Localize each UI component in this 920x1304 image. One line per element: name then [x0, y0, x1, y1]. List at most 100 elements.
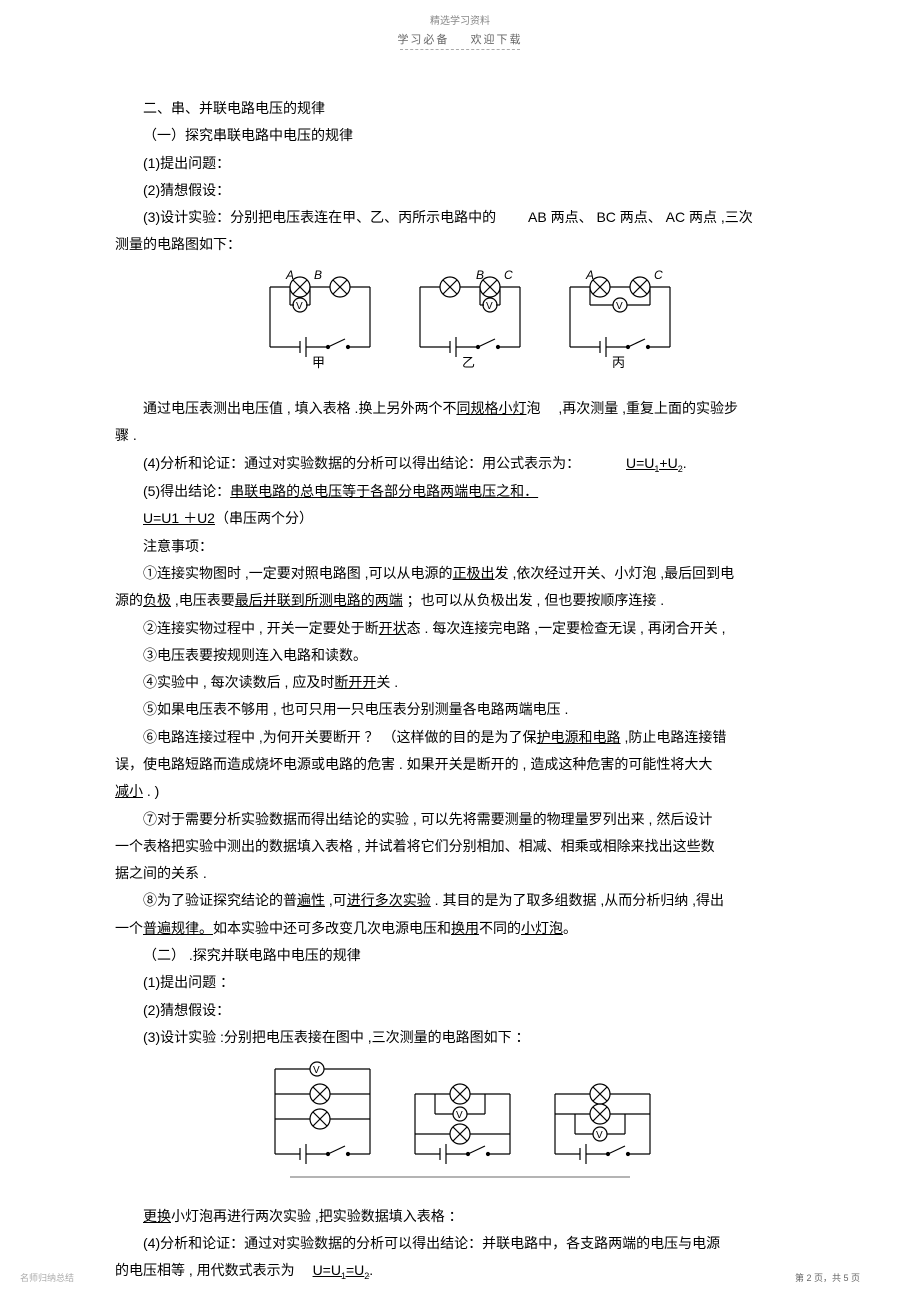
n1g: 最后并联到所测电路的两端 [235, 592, 403, 608]
q3a: (3)设计实验：分别把电压表连在甲、乙、丙所示电路中的 [143, 209, 496, 225]
n8b: 遍性 [297, 892, 325, 908]
n2b: 开状 [379, 620, 407, 636]
n2a: ②连接实物过程中 , 开关一定要处于断 [143, 620, 379, 636]
n4a: ④实验中 , 每次读数后 , 应及时 [143, 674, 334, 690]
sub-header: 学习必备 欢迎下载 [0, 27, 920, 49]
n8g: 普遍规律。 [143, 920, 213, 936]
svg-text:B: B [314, 268, 322, 282]
series-circuit-diagram: A B V [115, 259, 805, 395]
n6e: 减小 [115, 783, 143, 799]
footer-right: 第 2 页，共 5 页 [795, 1271, 860, 1284]
n1h: ；也可以从负极出发 , 但也要按顺序连接 . [403, 592, 664, 608]
n1d: 源的 [115, 592, 143, 608]
n4b: 断开开 [334, 674, 376, 690]
n6-line3: 减小 . ) [115, 778, 805, 805]
sub-header-right: 欢迎下载 [471, 34, 523, 46]
ad1b: , 填入表格 .换上另外两个不 [287, 400, 457, 416]
part1-title: （一）探究串联电路中电压的规律 [115, 122, 805, 149]
n1c: 发 ,依次经过开关、小灯泡 ,最后回到电 [495, 565, 735, 581]
n8h: 如本实验中还可多改变几次电源电压和 [213, 920, 451, 936]
n8i: 换用 [451, 920, 479, 936]
n8k: 小灯泡 [521, 920, 563, 936]
n8a: ⑧为了验证探究结论的普 [143, 892, 297, 908]
top-header: 精选学习资料 [0, 0, 920, 27]
footer-left: 名师归纳总结 [20, 1271, 74, 1284]
svg-text:C: C [654, 268, 663, 282]
p2-q3: (3)设计实验 :分别把电压表接在图中 ,三次测量的电路图如下 ： [115, 1024, 805, 1051]
n8: ⑧为了验证探究结论的普遍性 ,可进行多次实验 . 其目的是为了取多组数据 ,从而… [115, 887, 805, 914]
fline: U=U1 ＋U2 [143, 510, 215, 526]
n8f: 一个 [115, 920, 143, 936]
n8-line2: 一个普遍规律。如本实验中还可多改变几次电源电压和换用不同的小灯泡。 [115, 915, 805, 942]
q1: (1)提出问题： [115, 150, 805, 177]
p2q4b: 的电压相等 , 用代数式表示为 [115, 1262, 295, 1278]
p2-q1: (1)提出问题 ： [115, 969, 805, 996]
n1-line2: 源的负极 ,电压表要最后并联到所测电路的两端 ；也可以从负极出发 , 但也要按顺… [115, 587, 805, 614]
n1f: ,电压表要 [171, 592, 235, 608]
n1a: ①连接实物图时 ,一定要对照电路图 ,可以从电源的 [143, 565, 453, 581]
q3: (3)设计实验：分别把电压表连在甲、乙、丙所示电路中的 AB 两点、 BC 两点… [115, 204, 805, 231]
part2-title: （二） .探究并联电路中电压的规律 [115, 942, 805, 969]
n4: ④实验中 , 每次读数后 , 应及时断开开关 . [115, 669, 805, 696]
ad1a: 通过电压表测出电压值 [143, 400, 283, 416]
p2-q4-formula: U=U1=U2 [313, 1262, 370, 1278]
q4-formula: U=U1+U2 [626, 455, 683, 471]
n3: ③电压表要按规则连入电路和读数。 [115, 642, 805, 669]
p2-after: 更换小灯泡再进行两次实验 ,把实验数据填入表格 ： [115, 1203, 805, 1230]
fnote: （串压两个分） [215, 510, 313, 526]
n6d: 误，使电路短路而造成烧坏电源或电路的危害 . 如果开关是断开的 , 造成这种危害… [115, 751, 805, 778]
q4dot: . [683, 455, 687, 471]
n7b: 一个表格把实验中测出的数据填入表格 , 并试着将它们分别相加、相减、相乘或相除来… [115, 833, 805, 860]
q5: (5)得出结论：串联电路的总电压等于各部分电路两端电压之和． [115, 478, 805, 505]
parallel-circuit-diagram: V [115, 1051, 805, 1202]
p2aa: 更换 [143, 1208, 171, 1224]
p2-q4a: (4)分析和论证：通过对实验数据的分析可以得出结论：并联电路中，各支路两端的电压… [115, 1230, 805, 1257]
q3b: AB 两点、 BC 两点、 AC 两点 ,三次 [528, 209, 753, 225]
n1e: 负极 [143, 592, 171, 608]
ad1d: 泡 [526, 400, 540, 416]
svg-text:甲: 甲 [312, 355, 325, 370]
svg-text:V: V [596, 1130, 603, 1141]
n8e: . 其目的是为了取多组数据 ,从而分析归纳 ,得出 [431, 892, 724, 908]
ad1f: 骤 . [115, 422, 805, 449]
svg-text:B: B [476, 268, 484, 282]
q3c: 测量的电路图如下： [115, 231, 805, 258]
q2: (2)猜想假设： [115, 177, 805, 204]
n1b: 正极出 [453, 565, 495, 581]
svg-text:V: V [313, 1065, 320, 1076]
p2q4dot: . [369, 1262, 373, 1278]
n6c: ,防止电路连接错 [621, 729, 727, 745]
q5b: 串联电路的总电压等于各部分电路两端电压之和． [230, 483, 538, 499]
n6f: . ) [143, 783, 159, 799]
n7a: ⑦对于需要分析实验数据而得出结论的实验 , 可以先将需要测量的物理量罗列出来 ,… [115, 806, 805, 833]
svg-text:C: C [504, 268, 513, 282]
svg-text:V: V [486, 301, 493, 312]
main-content: 二、串、并联电路电压的规律 （一）探究串联电路中电压的规律 (1)提出问题： (… [0, 60, 920, 1285]
p2-q4b: 的电压相等 , 用代数式表示为 U=U1=U2. [115, 1257, 805, 1285]
n2: ②连接实物过程中 , 开关一定要处于断开状态 . 每次连接完电路 ,一定要检查无… [115, 615, 805, 642]
note-title: 注意事项： [115, 533, 805, 560]
q4a: (4)分析和论证：通过对实验数据的分析可以得出结论：用公式表示为： [143, 455, 580, 471]
n8j: 不同的 [479, 920, 521, 936]
header-underline [400, 49, 520, 50]
n6b: 护电源和电路 [537, 729, 621, 745]
svg-text:丙: 丙 [612, 355, 625, 370]
p2-q2: (2)猜想假设： [115, 997, 805, 1024]
ad1e: ,再次测量 ,重复上面的实验步 [558, 400, 738, 416]
after-diag1: 通过电压表测出电压值 , 填入表格 .换上另外两个不同规格小灯泡 ,再次测量 ,… [115, 395, 805, 422]
n8l: 。 [563, 920, 577, 936]
n1: ①连接实物图时 ,一定要对照电路图 ,可以从电源的正极出发 ,依次经过开关、小灯… [115, 560, 805, 587]
n6a: ⑥电路连接过程中 ,为何开关要断开 ？ （这样做的目的是为了保 [143, 729, 537, 745]
q4: (4)分析和论证：通过对实验数据的分析可以得出结论：用公式表示为： U=U1+U… [115, 450, 805, 478]
ad1c: 同规格小灯 [456, 400, 526, 416]
svg-text:V: V [296, 301, 303, 312]
svg-text:A: A [585, 268, 594, 282]
svg-text:V: V [456, 1110, 463, 1121]
n4c: 关 . [376, 674, 398, 690]
formula-line: U=U1 ＋U2（串压两个分） [115, 505, 805, 532]
svg-text:A: A [285, 268, 294, 282]
svg-text:V: V [616, 301, 623, 312]
n2c: 态 . 每次连接完电路 ,一定要检查无误 , 再闭合开关 , [407, 620, 726, 636]
sub-header-left: 学习必备 [397, 34, 449, 46]
n7c: 据之间的关系 . [115, 860, 805, 887]
